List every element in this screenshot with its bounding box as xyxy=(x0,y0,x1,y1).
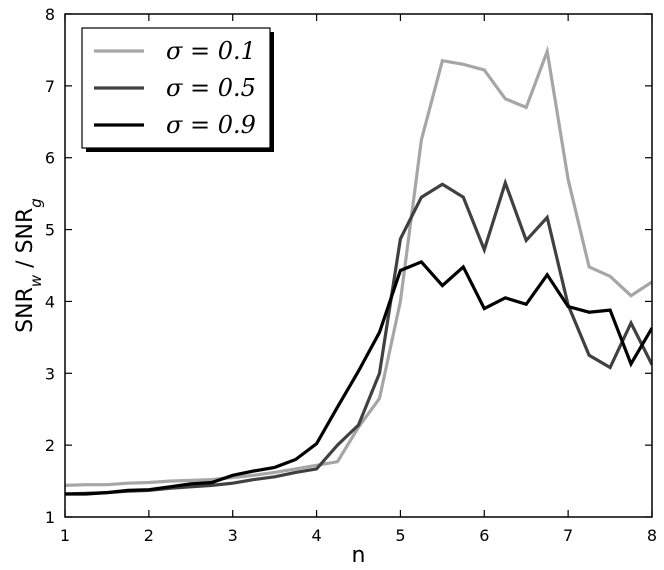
legend-label-0: σ = 0.1 xyxy=(166,37,256,65)
y-axis-label: SNRw / SNRg xyxy=(13,198,45,333)
x-tick-label-5: 6 xyxy=(479,526,489,545)
y-label-base-2: SNR xyxy=(13,208,38,254)
tick-labels: 1 2 3 4 5 6 7 8 1 2 3 4 5 6 7 8 xyxy=(45,5,657,545)
x-tick-label-1: 2 xyxy=(144,526,154,545)
x-axis-label: n xyxy=(352,543,366,568)
x-tick-label-3: 4 xyxy=(311,526,321,545)
x-tick-label-4: 5 xyxy=(395,526,405,545)
legend-entries: σ = 0.1 σ = 0.5 σ = 0.9 xyxy=(94,37,256,139)
x-tick-label-2: 3 xyxy=(228,526,238,545)
x-tick-label-7: 8 xyxy=(647,526,657,545)
y-label-sub-w: w xyxy=(27,274,45,287)
legend-label-2: σ = 0.9 xyxy=(166,111,256,139)
y-label-sub-g: g xyxy=(27,198,45,208)
y-tick-label-7: 8 xyxy=(45,5,55,24)
y-tick-label-0: 1 xyxy=(45,508,55,527)
series-line-1 xyxy=(65,177,652,496)
y-label-sep: / xyxy=(13,253,38,274)
legend: σ = 0.1 σ = 0.5 σ = 0.9 xyxy=(81,27,274,152)
y-tick-label-2: 3 xyxy=(45,364,55,383)
y-tick-label-4: 5 xyxy=(45,221,55,240)
plot-lines xyxy=(65,45,652,496)
legend-label-1: σ = 0.5 xyxy=(166,74,256,102)
ticks xyxy=(64,13,653,518)
y-tick-label-3: 4 xyxy=(45,292,55,311)
y-tick-label-5: 6 xyxy=(45,149,55,168)
y-tick-label-1: 2 xyxy=(45,436,55,455)
series-line-2 xyxy=(65,259,652,496)
y-label-base: SNR xyxy=(13,287,38,333)
x-tick-label-0: 1 xyxy=(60,526,70,545)
x-tick-label-6: 7 xyxy=(563,526,573,545)
plot-frame xyxy=(64,13,653,518)
y-tick-label-6: 7 xyxy=(45,77,55,96)
